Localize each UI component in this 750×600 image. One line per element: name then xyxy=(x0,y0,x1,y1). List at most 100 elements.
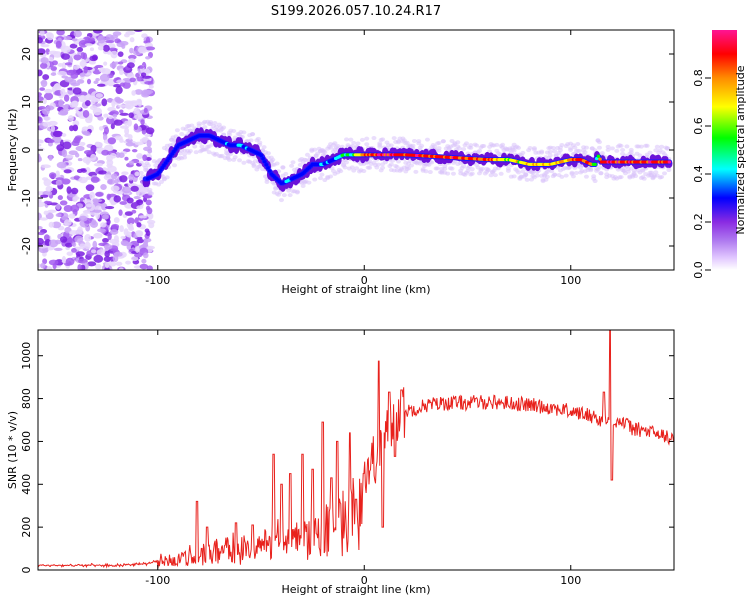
noise-blob xyxy=(141,258,147,264)
noise-blob xyxy=(79,243,86,250)
noise-blob xyxy=(116,79,126,84)
noise-blob xyxy=(84,43,93,47)
noise-blob xyxy=(74,235,84,243)
track-halo xyxy=(596,145,602,150)
noise-blob xyxy=(75,145,85,152)
noise-blob xyxy=(39,62,48,69)
track-halo xyxy=(469,167,475,172)
track-halo xyxy=(530,170,536,175)
track-halo xyxy=(596,164,602,169)
noise-blob xyxy=(70,204,80,213)
noise-blob xyxy=(77,157,83,162)
noise-blob xyxy=(112,255,119,262)
noise-blob xyxy=(42,108,50,115)
track-halo xyxy=(516,145,522,150)
track-halo xyxy=(388,162,394,167)
track-halo xyxy=(511,148,517,153)
track-halo xyxy=(605,144,611,149)
noise-blob xyxy=(66,251,74,256)
noise-blob xyxy=(108,261,117,267)
track-halo xyxy=(429,160,435,165)
track-halo xyxy=(455,140,461,145)
track-halo xyxy=(300,184,306,189)
noise-blob xyxy=(40,262,46,269)
noise-blob xyxy=(64,62,73,66)
noise-blob xyxy=(133,123,139,131)
track-halo xyxy=(380,165,386,170)
noise-blob xyxy=(85,184,95,192)
noise-blob xyxy=(113,251,123,257)
noise-blob xyxy=(87,37,95,42)
track-halo xyxy=(411,138,417,143)
noise-blob xyxy=(43,200,53,205)
noise-blob xyxy=(102,237,109,243)
track-halo xyxy=(396,159,402,164)
track-halo xyxy=(371,136,377,141)
noise-blob xyxy=(130,185,139,192)
noise-blob xyxy=(95,211,100,220)
track-halo xyxy=(406,166,412,171)
noise-blob xyxy=(127,119,132,127)
track-halo xyxy=(171,163,177,168)
track-halo xyxy=(644,143,650,148)
noise-blob xyxy=(78,94,87,103)
noise-blob xyxy=(110,185,120,192)
noise-blob xyxy=(51,60,58,66)
noise-blob xyxy=(61,133,67,137)
noise-blob xyxy=(133,107,140,115)
track-halo xyxy=(570,174,576,179)
noise-blob xyxy=(76,46,84,53)
noise-blob xyxy=(57,110,68,116)
noise-blob xyxy=(106,178,116,185)
noise-blob xyxy=(100,184,107,191)
noise-blob xyxy=(60,178,71,185)
noise-blob xyxy=(118,267,124,270)
track-halo xyxy=(183,127,189,132)
track-halo xyxy=(450,171,456,176)
track-halo xyxy=(539,150,545,155)
track-halo xyxy=(605,147,611,152)
noise-blob xyxy=(38,197,42,203)
track-halo xyxy=(241,130,247,135)
noise-blob xyxy=(52,130,63,138)
noise-blob xyxy=(101,98,108,107)
noise-blob xyxy=(125,260,131,265)
track-core xyxy=(267,169,272,173)
noise-blob xyxy=(88,96,95,101)
track-halo xyxy=(283,171,289,176)
track-halo xyxy=(618,143,624,148)
track-halo xyxy=(659,144,665,149)
track-halo xyxy=(231,128,237,133)
noise-blob xyxy=(62,141,72,150)
track-halo xyxy=(290,160,296,165)
noise-blob xyxy=(73,54,82,61)
noise-blob xyxy=(95,192,104,197)
track-halo xyxy=(618,175,624,180)
noise-blob xyxy=(102,44,110,52)
noise-blob xyxy=(146,139,152,148)
noise-blob xyxy=(38,237,44,245)
noise-blob xyxy=(90,153,97,161)
noise-blob xyxy=(129,37,135,43)
noise-blob xyxy=(83,149,94,155)
track-halo xyxy=(609,146,615,151)
spectrogram-ytick-label: -10 xyxy=(20,189,33,207)
noise-blob xyxy=(135,76,145,82)
noise-blob xyxy=(117,51,124,57)
track-halo xyxy=(498,171,504,176)
track-halo xyxy=(377,141,383,146)
noise-blob xyxy=(67,115,74,122)
noise-blob xyxy=(95,142,103,148)
noise-blob xyxy=(50,72,57,76)
track-halo xyxy=(390,158,396,163)
noise-blob xyxy=(96,249,105,256)
snr-xtick-label: 0 xyxy=(361,574,368,587)
noise-blob xyxy=(84,100,91,107)
track-core xyxy=(259,153,264,158)
track-halo xyxy=(492,173,498,178)
snr-ytick-label: 1000 xyxy=(20,342,33,370)
track-halo xyxy=(662,171,668,176)
noise-blob xyxy=(84,241,91,250)
